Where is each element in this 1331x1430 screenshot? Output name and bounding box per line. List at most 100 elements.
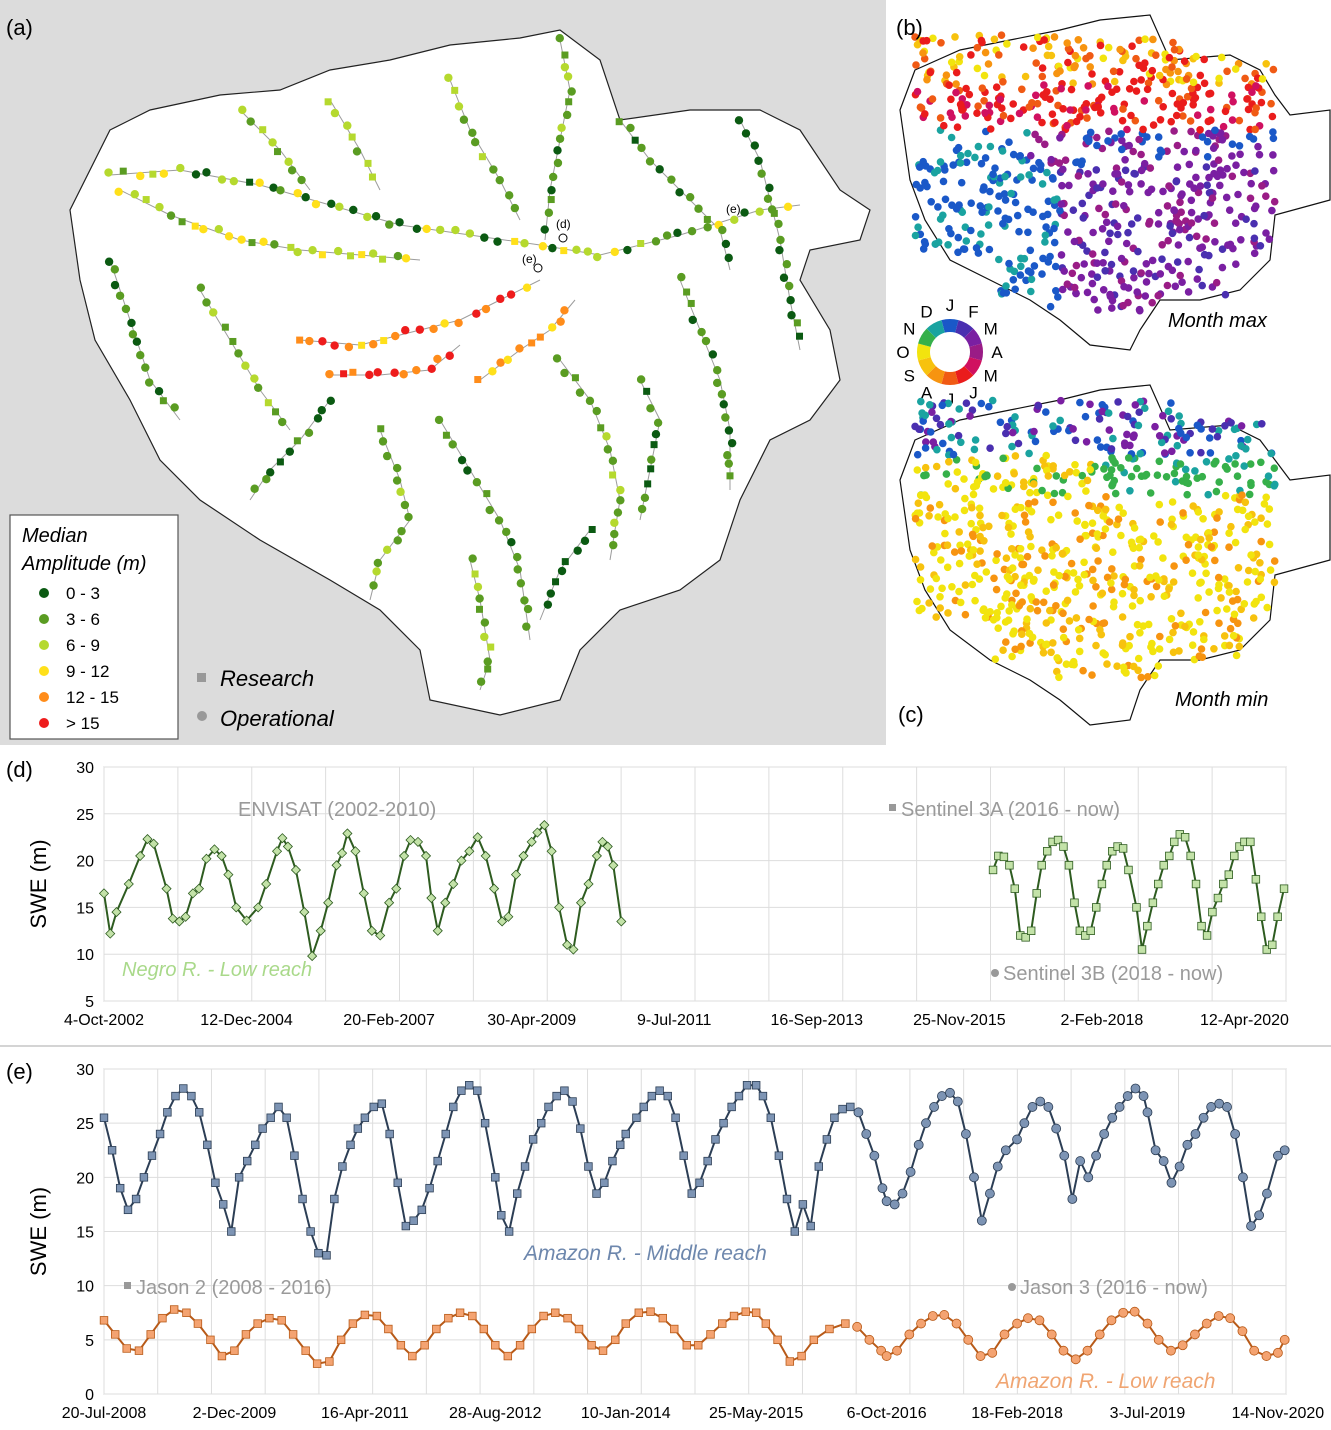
data-point-circle [1182,1139,1193,1150]
month-point [1215,478,1223,486]
month-point [954,248,962,257]
data-point-square [1070,898,1079,907]
month-point [944,399,953,408]
month-point [1206,449,1215,457]
month-point [976,202,985,210]
gauge-point-operational [734,116,744,125]
month-point [1218,136,1227,144]
month-point [1167,615,1176,623]
data-point-square [1186,851,1195,861]
month-point [1061,572,1069,581]
wheel-segment [955,366,974,384]
month-point [1108,565,1116,573]
gauge-point-research [349,368,357,376]
gauge-point-research [293,437,301,445]
month-point [1184,540,1193,549]
data-point-diamond [337,848,348,859]
data-point-diamond [174,916,185,927]
data-point-square [670,1324,679,1334]
month-point [1201,608,1210,617]
month-point [1012,589,1020,598]
month-point [1122,239,1131,248]
month-point [1246,460,1255,468]
month-point [971,596,979,605]
gauge-point-operational [647,455,656,464]
month-point [1106,290,1114,299]
month-point [1257,458,1265,467]
month-point [967,199,975,207]
y-tick-label: 20 [76,854,94,871]
gauge-point-research [246,178,254,186]
data-point-square [338,1162,347,1171]
month-point [1252,597,1260,606]
month-point [1103,573,1112,582]
month-point [1203,153,1212,161]
panel-c-month-min: (c) Month min [898,384,1331,727]
month-point [967,226,975,235]
data-point-circle [1249,1345,1260,1356]
month-point [1240,168,1248,177]
month-point [1088,250,1097,258]
month-point [1163,202,1172,210]
annotation-circle-icon [991,969,999,977]
data-point-square [1273,912,1282,921]
month-point [1001,214,1010,223]
month-point [1025,171,1033,179]
data-point-circle [951,1318,962,1329]
month-point [1088,279,1097,288]
gauge-point-operational [326,396,335,406]
month-point [1237,236,1245,244]
gauge-point-operational [202,168,211,177]
data-point-square [1005,861,1014,870]
data-point-diamond [223,869,234,880]
month-point [951,513,959,521]
month-point [1189,78,1198,87]
month-point [1137,269,1145,277]
month-point [1029,164,1038,173]
data-point-diamond [616,916,627,927]
month-point [1154,291,1162,300]
gauge-point-operational [787,311,796,320]
gauge-point-operational [609,540,618,550]
month-point [917,397,925,406]
month-point [954,143,963,152]
month-point [964,149,972,158]
gauge-point-operational [250,484,259,493]
wheel-segment [926,366,945,384]
data-point-square [504,1227,514,1236]
month-point [956,598,965,607]
gauge-point-operational [523,604,533,614]
month-point [1004,523,1013,532]
gauge-point-operational [623,245,632,255]
month-point [1135,36,1143,45]
gauge-point-operational [327,199,336,209]
gauge-point-operational [640,493,650,502]
month-point [1197,645,1206,653]
data-point-square [694,1341,703,1350]
data-point-diamond [532,827,543,838]
data-point-circle [992,1161,1003,1172]
data-point-square [515,1341,525,1350]
gauge-point-operational [155,202,164,212]
gauge-point-operational [784,281,794,291]
gauge-point-research [560,247,568,255]
month-point [1102,493,1110,501]
data-point-circle [1237,1326,1248,1337]
data-point-square [703,1156,712,1166]
gauge-point-research [471,570,479,578]
month-point [1194,508,1203,516]
month-point [1130,273,1138,282]
month-point [1084,82,1092,90]
month-point [1114,398,1122,406]
month-point [1100,465,1108,473]
month-point [995,255,1003,264]
gauge-point-operational [712,378,722,388]
data-point-square [353,1124,363,1133]
month-point [1137,180,1145,188]
month-point [918,604,926,613]
month-point [1263,520,1272,528]
month-point [1049,498,1057,507]
month-point [1134,666,1142,675]
data-point-square [1032,889,1041,898]
gauge-point-operational [763,194,773,203]
